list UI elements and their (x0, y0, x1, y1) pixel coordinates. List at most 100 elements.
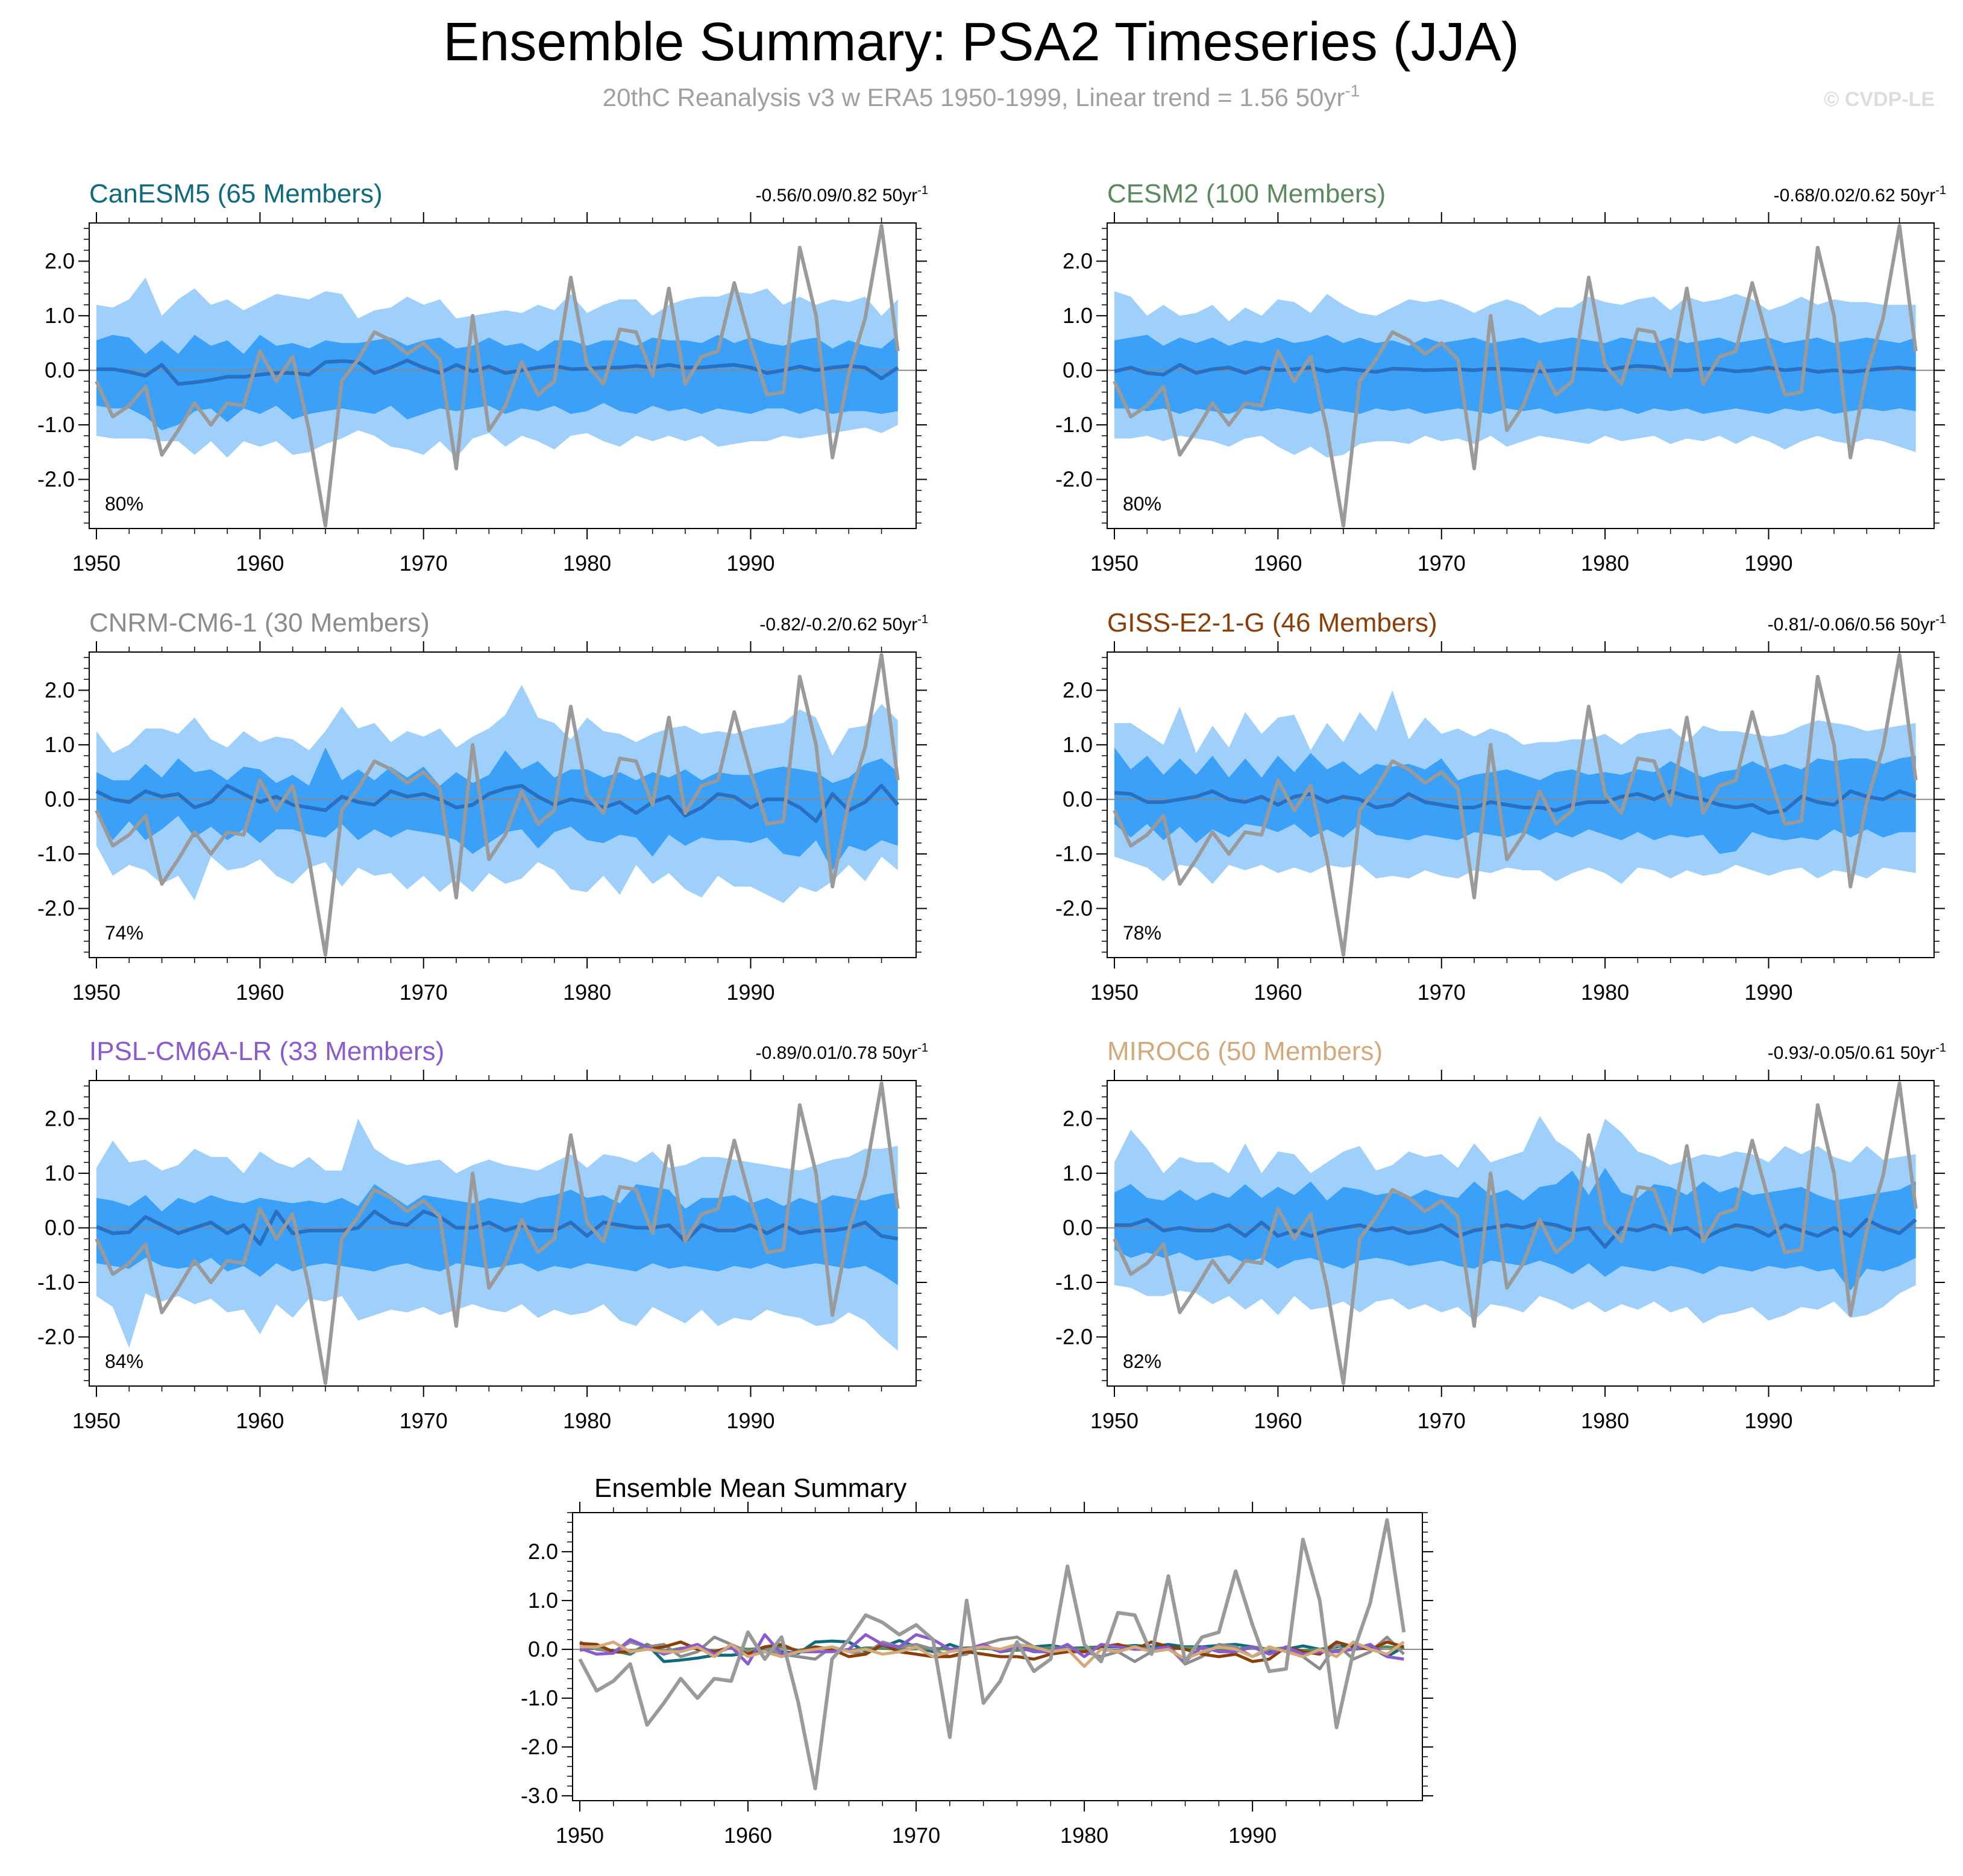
x-tick-label: 1960 (236, 551, 284, 576)
x-tick-label: 1950 (556, 1823, 604, 1848)
trend-label-exponent: -1 (1935, 1041, 1946, 1055)
x-tick-label: 1960 (236, 1408, 284, 1433)
y-tick-label: 1.0 (45, 732, 75, 757)
x-tick-label: 1950 (72, 980, 121, 1005)
panel-2: 80% CESM2 (100 Members) -0.68/0.02/0.62 50… (1055, 179, 1946, 576)
plot-frame (89, 222, 917, 529)
y-tick-label: -2.0 (1055, 467, 1093, 492)
x-tick-label: 1950 (1090, 551, 1139, 576)
y-tick-label: -2.0 (1055, 1325, 1093, 1349)
y-tick-label: 0.0 (45, 1215, 75, 1240)
y-tick-label: -1.0 (37, 841, 75, 866)
band-25-75-percentile (1114, 334, 1916, 414)
y-tick-label: 1.0 (45, 1161, 75, 1185)
y-tick-label: -2.0 (1055, 896, 1093, 921)
percent-within-label: 82% (1123, 1351, 1161, 1372)
observed-line (1113, 224, 1918, 528)
y-tick-label: 0.0 (45, 357, 75, 382)
x-tick-label: 1980 (1581, 980, 1629, 1005)
x-tick-label: 1970 (400, 1408, 448, 1433)
trend-label-text: -0.89/0.01/0.78 50yr (756, 1043, 918, 1063)
observed-line (95, 1081, 900, 1385)
percent-within-label: 80% (1123, 493, 1161, 515)
x-tick-label: 1970 (892, 1823, 940, 1848)
y-tick-label: 1.0 (528, 1588, 558, 1613)
trend-label: -0.93/-0.05/0.61 50yr-1 (1768, 1041, 1946, 1063)
panel-3: 74% CNRM-CM6-1 (30 Members) -0.82/-0.2/0.6… (37, 608, 928, 1005)
panel-title: MIROC6 (50 Members) (1107, 1037, 1383, 1066)
y-tick-label: -3.0 (521, 1783, 558, 1808)
panel-title: GISS-E2-1-G (46 Members) (1107, 608, 1437, 638)
y-tick-label: -1.0 (521, 1686, 558, 1710)
y-tick-label: 2.0 (45, 677, 75, 702)
ensemble-mean-line (96, 359, 899, 386)
x-tick-label: 1970 (400, 980, 448, 1005)
y-tick-label: 1.0 (1063, 303, 1093, 328)
y-tick-label: -1.0 (1055, 1270, 1093, 1294)
panel-7: Ensemble Mean Summary 2.0 1.0 0.0 -1.0 -2.0 -3… (521, 1473, 1433, 1848)
series-line-miroc6 (580, 1640, 1405, 1668)
y-tick-label: -2.0 (37, 896, 75, 921)
trend-label-exponent: -1 (917, 1041, 928, 1055)
panel-title: CESM2 (100 Members) (1107, 179, 1386, 209)
y-tick-label: 0.0 (1063, 786, 1093, 811)
y-tick-label: 2.0 (1063, 248, 1093, 273)
plot-frame (89, 651, 917, 958)
observed-line (1113, 1081, 1918, 1385)
series-line-cnrm-cm6-1 (579, 1636, 1406, 1671)
x-tick-label: 1970 (400, 551, 448, 576)
trend-label: -0.81/-0.06/0.56 50yr-1 (1768, 613, 1946, 635)
trend-label: -0.56/0.09/0.82 50yr-1 (756, 184, 928, 205)
panel-data-group (89, 224, 916, 528)
trend-label-text: -0.68/0.02/0.62 50yr (1774, 186, 1936, 205)
panel-data-group (573, 1518, 1422, 1790)
summary-title: Ensemble Mean Summary (594, 1473, 906, 1503)
percent-within-label: 84% (105, 1351, 143, 1372)
x-tick-label: 1960 (1254, 551, 1302, 576)
x-tick-label: 1990 (1744, 551, 1792, 576)
x-tick-label: 1950 (1090, 1408, 1139, 1433)
x-tick-label: 1960 (1254, 980, 1302, 1005)
panel-data-group (89, 653, 916, 957)
figure-subtitle-exponent: -1 (1345, 81, 1360, 100)
band-25-75-percentile (1114, 747, 1916, 854)
plot-frame (1107, 1080, 1935, 1387)
panel-data-group (89, 1081, 916, 1385)
y-tick-label: -1.0 (37, 1270, 75, 1294)
observed-line (95, 653, 900, 957)
panel-title: IPSL-CM6A-LR (33 Members) (89, 1037, 444, 1066)
plot-frame (1107, 222, 1935, 529)
x-tick-label: 1980 (563, 1408, 611, 1433)
trend-label-text: -0.82/-0.2/0.62 50yr (759, 615, 917, 635)
y-tick-label: 2.0 (45, 1106, 75, 1131)
percent-within-label: 74% (105, 922, 143, 944)
y-tick-label: 2.0 (1063, 1106, 1093, 1131)
x-tick-label: 1990 (726, 980, 774, 1005)
y-tick-label: 2.0 (1063, 677, 1093, 702)
figure-subtitle-text: 20thC Reanalysis v3 w ERA5 1950-1999, Li… (603, 83, 1345, 111)
observed-line (1113, 653, 1918, 957)
percent-within-label: 78% (1123, 922, 1161, 944)
panel-data-group (1107, 1081, 1934, 1385)
plot-frame (572, 1512, 1423, 1801)
x-tick-label: 1950 (72, 1408, 121, 1433)
ensemble-mean-line (95, 783, 899, 823)
x-tick-label: 1980 (1581, 1408, 1629, 1433)
trend-label-exponent: -1 (917, 613, 928, 626)
trend-label: -0.82/-0.2/0.62 50yr-1 (759, 613, 928, 635)
x-tick-label: 1950 (72, 551, 121, 576)
trend-label-text: -0.56/0.09/0.82 50yr (756, 186, 918, 205)
ensemble-mean-line (95, 1209, 899, 1246)
panel-5: 84% IPSL-CM6A-LR (33 Members) -0.89/0.01/0… (37, 1037, 928, 1433)
figure-title: Ensemble Summary: PSA2 Timeseries (JJA) (443, 12, 1519, 72)
plot-frame (89, 1080, 917, 1387)
panel-1: 80% CanESM5 (65 Members) -0.56/0.09/0.82 5… (37, 179, 928, 576)
y-tick-label: 0.0 (1063, 1215, 1093, 1240)
y-tick-label: 0.0 (528, 1637, 558, 1661)
x-tick-label: 1990 (1744, 980, 1792, 1005)
x-tick-label: 1980 (1060, 1823, 1108, 1848)
figure-subtitle: 20thC Reanalysis v3 w ERA5 1950-1999, Li… (603, 81, 1360, 111)
x-tick-label: 1960 (724, 1823, 772, 1848)
panel-6: 82% MIROC6 (50 Members) -0.93/-0.05/0.61 5… (1055, 1037, 1946, 1433)
